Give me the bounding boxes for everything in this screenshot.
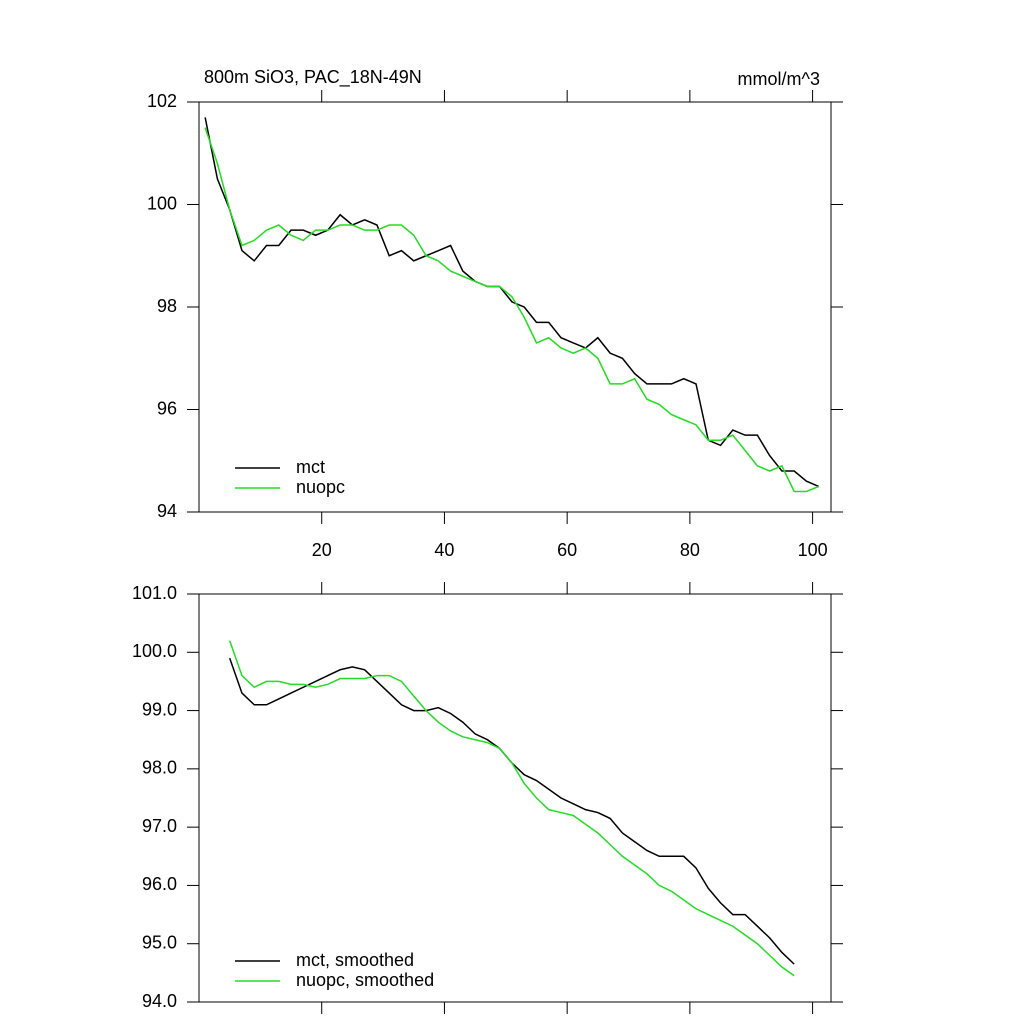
- y-tick-label: 100.0: [132, 641, 177, 661]
- y-tick-label: 95.0: [142, 932, 177, 952]
- legend-label: nuopc, smoothed: [296, 970, 434, 990]
- y-tick-label: 97.0: [142, 816, 177, 836]
- y-tick-label: 99.0: [142, 699, 177, 719]
- y-tick-label: 98.0: [142, 758, 177, 778]
- x-tick-label: 40: [434, 540, 454, 560]
- y-tick-label: 96: [157, 398, 177, 418]
- y-tick-label: 94: [157, 501, 177, 521]
- legend-label: mct, smoothed: [296, 950, 414, 970]
- series-line: [228, 657, 795, 965]
- legend-label: mct: [296, 457, 325, 477]
- legend-label: nuopc: [296, 477, 345, 497]
- y-tick-label: 101.0: [132, 583, 177, 603]
- plot-frame: [198, 101, 832, 513]
- x-tick-label: 60: [557, 540, 577, 560]
- y-tick-label: 100: [147, 193, 177, 213]
- series-line: [204, 127, 820, 493]
- chart-title: 800m SiO3, PAC_18N-49N: [204, 67, 422, 88]
- y-tick-label: 96.0: [142, 874, 177, 894]
- units-label: mmol/m^3: [738, 69, 820, 89]
- series-line: [204, 117, 820, 488]
- series-line: [228, 640, 795, 977]
- x-tick-label: 20: [312, 540, 332, 560]
- y-tick-label: 102: [147, 91, 177, 111]
- y-tick-label: 98: [157, 296, 177, 316]
- x-tick-label: 80: [680, 540, 700, 560]
- plot-frame: [198, 593, 832, 1003]
- y-tick-label: 94.0: [142, 991, 177, 1011]
- x-tick-label: 100: [798, 540, 828, 560]
